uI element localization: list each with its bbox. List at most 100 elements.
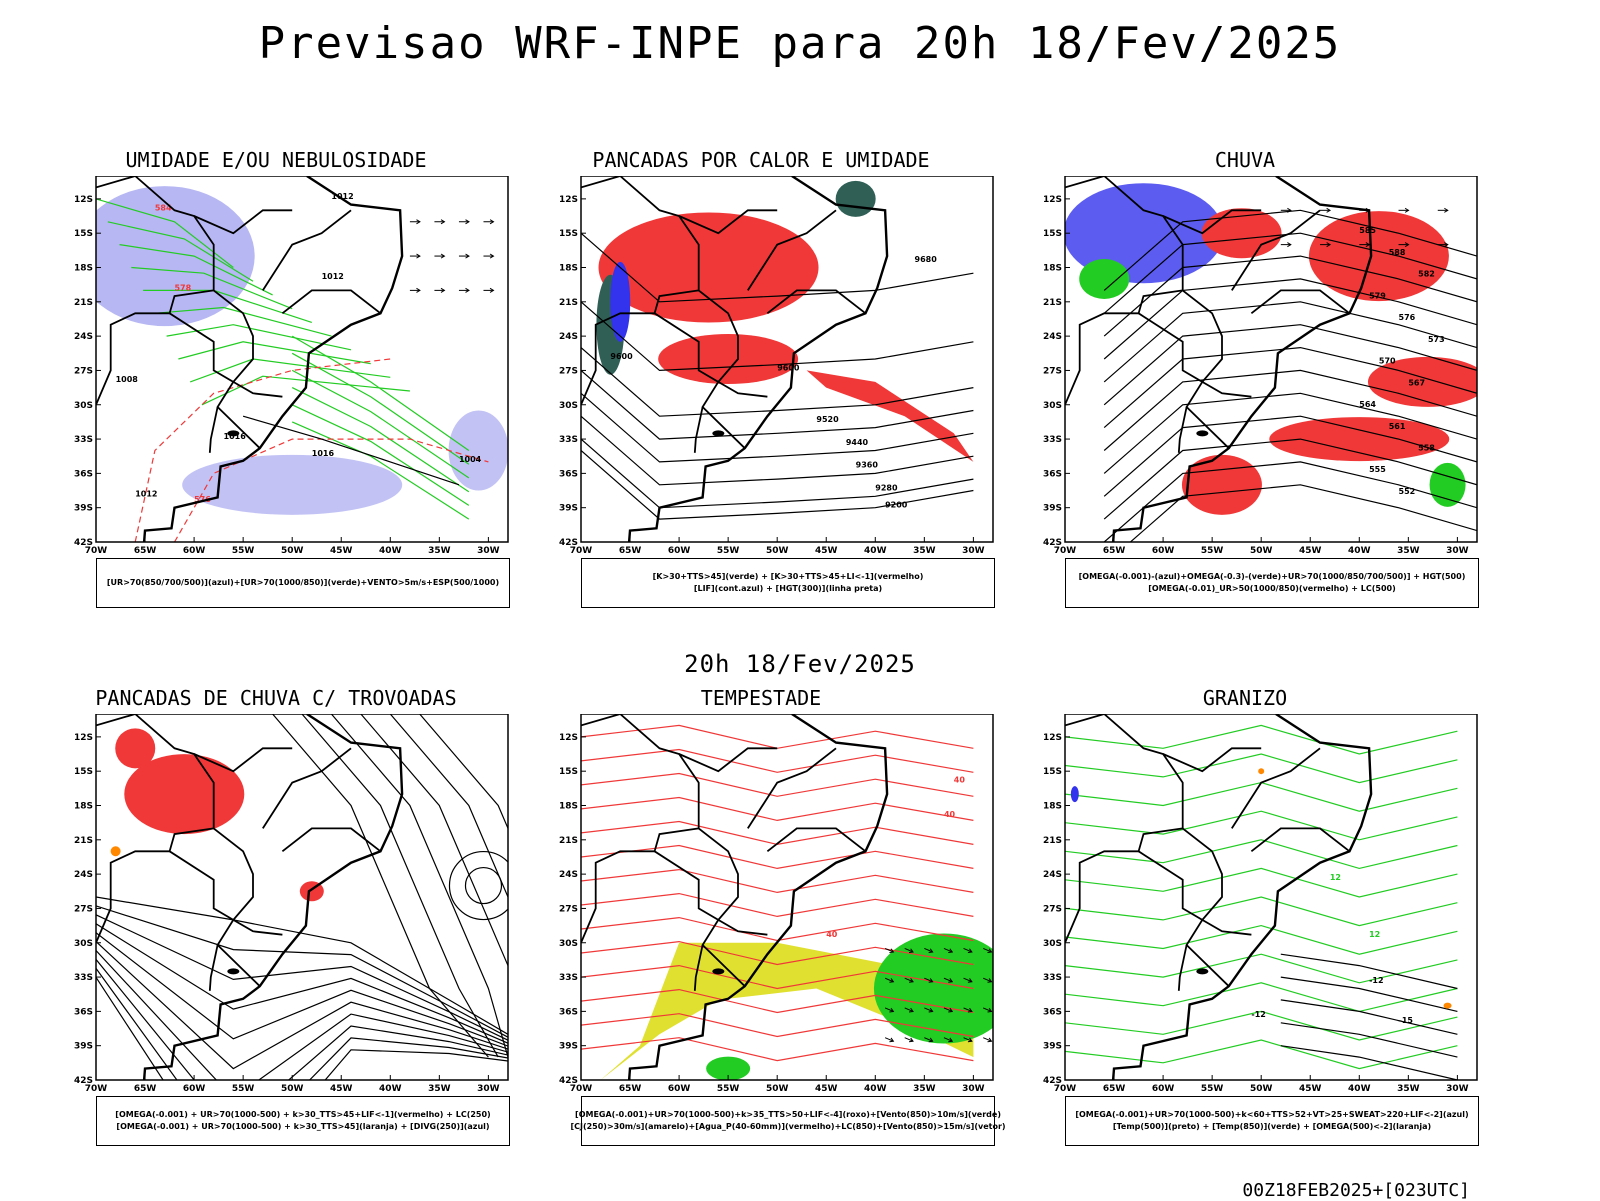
lat-label: 18S (74, 802, 93, 812)
map-layer: 585 588 582 579 576 573 570 567 564 561 558 555 552 (1065, 176, 1477, 542)
temp850-contour-green (1065, 924, 1458, 955)
country-border (1250, 827, 1351, 853)
lat-label: 15S (559, 767, 578, 777)
lon-label: 65W (1103, 1084, 1126, 1094)
lat-label: 18S (1043, 264, 1062, 274)
water-contour-red (581, 940, 974, 966)
lat-label: 39S (74, 504, 93, 514)
lif-patch-blue (610, 261, 631, 342)
lat-label: 21S (74, 298, 93, 308)
map-chuva: 585 588 582 579 576 573 570 567 564 561 558 555 552 1… (1043, 176, 1478, 556)
lon-label: 35W (913, 546, 936, 556)
country-border (1137, 827, 1203, 921)
country-border (1065, 312, 1139, 406)
convection-patch-red (658, 334, 799, 384)
lat-label: 36S (559, 1007, 578, 1017)
temp850-contour-green (1065, 753, 1458, 784)
lon-label: 40W (379, 546, 402, 556)
wind-patch-green (873, 933, 993, 1044)
lat-label: 33S (74, 435, 93, 445)
map-layer: -12 -12 -15 12 12 (1065, 714, 1458, 1080)
lat-label: 24S (559, 870, 578, 880)
legend-box: [K>30+TTS>45](verde) + [K>30+TTS>45+LI<-… (581, 558, 995, 608)
wind-vector (1444, 207, 1449, 213)
lon-label: 50W (1250, 546, 1273, 556)
contour-label: 578 (174, 283, 191, 292)
map-frame (1064, 176, 1478, 543)
contour-label: -12 (1251, 1010, 1265, 1019)
lon-label: 60W (183, 546, 206, 556)
lat-label: 27S (74, 366, 93, 376)
lat-label: 21S (1043, 298, 1062, 308)
legend-line: [K>30+TTS>45](verde) + [K>30+TTS>45+LI<-… (652, 572, 924, 581)
hail-patch-orange (1258, 768, 1265, 775)
streamline (96, 941, 508, 1070)
lat-label: 21S (1043, 836, 1062, 846)
streamline (301, 714, 499, 1058)
rain-patch-red (1201, 208, 1282, 259)
lat-label: 30S (559, 939, 578, 949)
wind-vector (889, 1037, 895, 1043)
geopotential-contour (1103, 369, 1477, 451)
geopotential-contour (581, 347, 974, 417)
contour-label: 584 (155, 203, 172, 212)
lat-label: 39S (1043, 504, 1062, 514)
convection-patch-green (835, 180, 876, 217)
map-layer (96, 714, 508, 1080)
streamline (96, 950, 508, 1080)
lat-label: 24S (559, 332, 578, 342)
country-border (262, 747, 352, 829)
contour-label: 564 (1359, 400, 1376, 409)
country-border (96, 714, 261, 987)
geopotential-contour (1103, 209, 1477, 291)
geopotential-contour (1103, 301, 1477, 383)
country-border (1177, 944, 1188, 991)
water-contour-red (581, 964, 974, 990)
contour-label: 567 (1408, 378, 1425, 387)
lat-label: 12S (1043, 733, 1062, 743)
wind-vector (884, 977, 894, 983)
contour-label: 1016 (224, 432, 247, 441)
contour-label: 1012 (322, 272, 344, 281)
wind-vector (982, 1007, 992, 1012)
country-border (1065, 714, 1230, 987)
map-frame (95, 176, 509, 543)
lat-label: 33S (1043, 435, 1062, 445)
wind-vector (948, 978, 954, 983)
lon-label: 45W (330, 1084, 353, 1094)
lat-label: 39S (74, 1042, 93, 1052)
country-border (1137, 289, 1203, 383)
geopotential-contour (581, 450, 974, 520)
wind-vector (948, 1007, 954, 1013)
country-border (193, 747, 293, 773)
water-contour-red (581, 988, 974, 1014)
humidity-contour-green (119, 244, 273, 296)
country-border (581, 176, 746, 449)
legend-line: [Temp(500)](preto) + [Temp(850)](verde) … (1112, 1122, 1432, 1131)
lon-label: 35W (1397, 546, 1420, 556)
wind-vector (928, 1037, 934, 1043)
thunder-patch-orange (110, 846, 121, 857)
panel-granizo: GRANIZO -12 -12 -15 12 12 12S 15S 18S 21S 24S 27S 3… (1025, 686, 1479, 1156)
wind-vector (889, 948, 895, 954)
wind-vector (904, 1007, 914, 1012)
country-border (281, 827, 382, 853)
geopotential-contour (581, 415, 974, 486)
lon-label: 70W (1054, 1084, 1077, 1094)
omega-patch-green (1429, 462, 1466, 507)
convection-patch-red (598, 212, 819, 323)
contour-label: 9680 (915, 255, 938, 264)
geopotential-contour (1103, 461, 1477, 542)
geopotential-contour (1103, 438, 1477, 520)
wind-vector (924, 977, 933, 983)
country-border (678, 209, 778, 235)
lat-label: 18S (1043, 802, 1062, 812)
contour-label: 573 (1428, 335, 1445, 344)
lat-label: 15S (559, 229, 578, 239)
geopotential-contour (1103, 346, 1477, 429)
geopotential-contour (581, 232, 974, 303)
water-contour-red (581, 820, 974, 846)
lat-label: 42S (559, 538, 578, 548)
coastline (1111, 176, 1373, 542)
